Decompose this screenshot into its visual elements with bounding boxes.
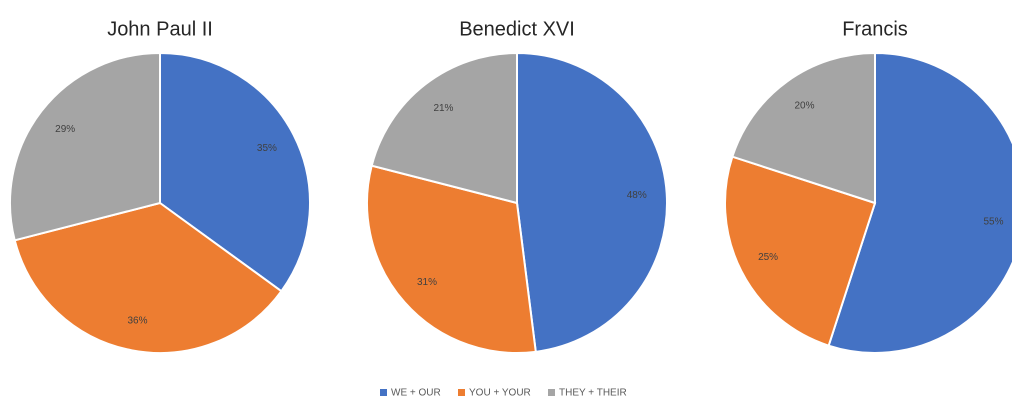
chart-title: John Paul II: [107, 18, 213, 40]
legend-swatch: [458, 389, 465, 396]
legend-swatch: [548, 389, 555, 396]
data-label: 36%: [128, 316, 148, 327]
pie-slice: [370, 51, 518, 205]
data-label: 48%: [627, 190, 647, 201]
pie-slice: [159, 51, 311, 293]
data-label: 25%: [758, 252, 778, 263]
legend-label: THEY + THEIR: [559, 388, 627, 399]
pie-slice: [9, 51, 161, 242]
pie-slice: [731, 51, 876, 205]
pie-slice: [827, 51, 1012, 354]
pie-slice: [516, 51, 668, 353]
legend-label: WE + OUR: [391, 388, 441, 399]
pie-slice: [366, 164, 537, 354]
chart-title: Francis: [842, 18, 908, 40]
data-label: 20%: [794, 101, 814, 112]
pie-slice: [724, 155, 877, 347]
chart-title: Benedict XVI: [459, 18, 575, 40]
data-label: 35%: [257, 143, 277, 154]
data-label: 29%: [55, 124, 75, 135]
legend-swatch: [380, 389, 387, 396]
legend-label: YOU + YOUR: [469, 388, 531, 399]
data-label: 21%: [433, 103, 453, 114]
data-label: 55%: [984, 216, 1004, 227]
pie-slice: [13, 201, 283, 354]
data-label: 31%: [417, 277, 437, 288]
